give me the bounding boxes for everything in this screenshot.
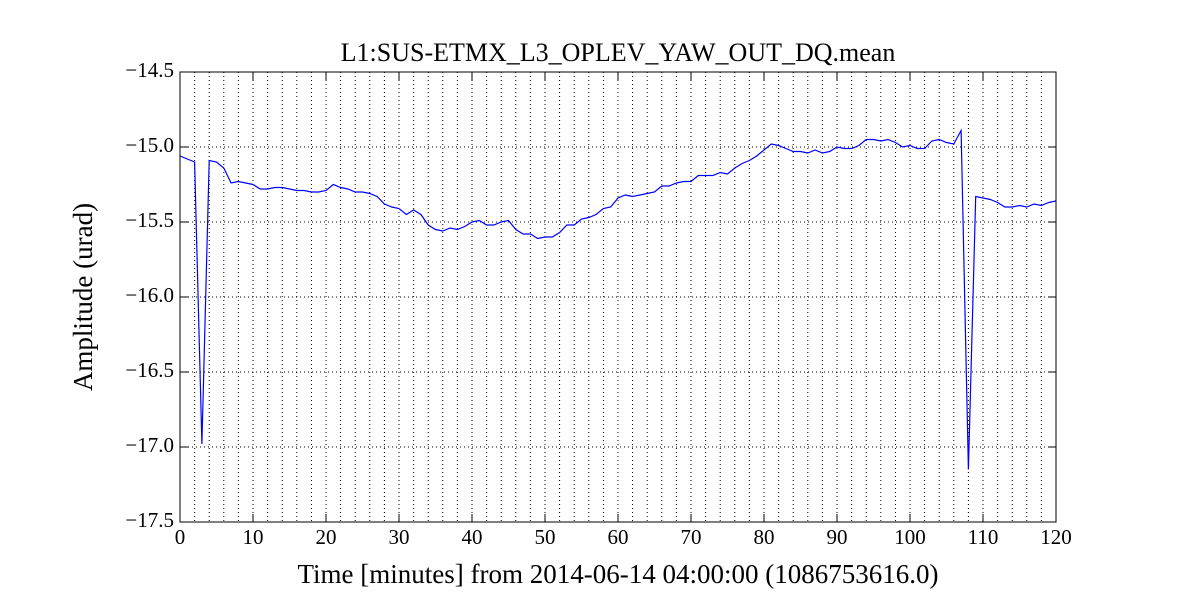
y-tick-label: −16.5 [125,358,174,382]
y-axis-label: Amplitude (urad) [68,203,98,391]
y-tick-label: −16.0 [125,283,174,307]
x-tick-label: 100 [894,525,926,549]
x-tick-label: 70 [681,525,702,549]
plot-frame [179,71,1057,523]
chart-title: L1:SUS-ETMX_L3_OPLEV_YAW_OUT_DQ.mean [341,38,896,67]
x-tick-label: 110 [968,525,999,549]
y-tick-label: −14.5 [125,58,174,82]
y-tick-label: −17.5 [125,508,174,532]
x-tick-label: 50 [535,525,556,549]
x-tick-label: 30 [389,525,410,549]
x-tick-label: 20 [316,525,337,549]
x-tick-label: 40 [462,525,483,549]
x-tick-label: 60 [608,525,629,549]
x-tick-label: 10 [243,525,264,549]
y-tick-label: −15.5 [125,208,174,232]
x-tick-label: 0 [175,525,186,549]
y-tick-label: −17.0 [125,433,174,457]
x-tick-label: 90 [827,525,848,549]
x-tick-label: 120 [1040,525,1072,549]
x-tick-label: 80 [754,525,775,549]
y-tick-label: −15.0 [125,133,174,157]
x-axis-label: Time [minutes] from 2014-06-14 04:00:00 … [298,559,939,589]
data-line [179,128,1057,470]
